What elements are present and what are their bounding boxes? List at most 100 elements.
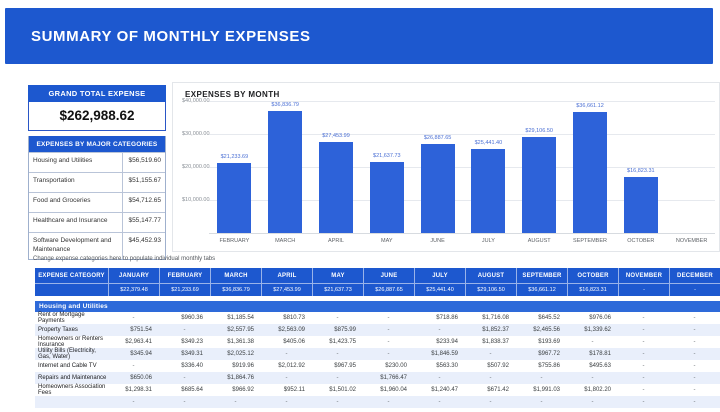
month-header-march[interactable]: MARCH — [210, 268, 261, 283]
month-header-september[interactable]: SEPTEMBER — [516, 268, 567, 283]
table-cell[interactable]: $1,852.37 — [482, 327, 509, 333]
table-cell[interactable]: $1,298.31 — [125, 387, 152, 393]
table-cell[interactable]: - — [132, 315, 135, 321]
row-category-label[interactable]: Homeowners Association Fees — [38, 384, 106, 396]
table-cell[interactable]: $976.06 — [589, 315, 611, 321]
table-cell[interactable]: - — [540, 375, 543, 381]
table-cell[interactable]: - — [693, 375, 696, 381]
table-cell[interactable]: - — [132, 399, 135, 405]
table-cell[interactable]: - — [285, 375, 288, 381]
row-category-label[interactable] — [35, 396, 108, 408]
month-header-august[interactable]: AUGUST — [465, 268, 516, 283]
month-total-cell[interactable]: $25,441.40 — [414, 283, 465, 296]
table-cell[interactable]: $2,012.92 — [278, 363, 305, 369]
table-cell[interactable]: - — [132, 363, 135, 369]
table-cell[interactable]: - — [642, 387, 645, 393]
table-cell[interactable]: - — [336, 375, 339, 381]
month-total-cell[interactable]: $36,661.12 — [516, 283, 567, 296]
chart-bar-may[interactable] — [369, 161, 404, 233]
table-cell[interactable]: $495.63 — [589, 363, 611, 369]
table-cell[interactable]: $345.94 — [130, 351, 152, 357]
table-cell[interactable]: - — [387, 327, 390, 333]
table-cell[interactable]: - — [336, 399, 339, 405]
table-cell[interactable]: $919.96 — [232, 363, 254, 369]
table-cell[interactable]: - — [693, 363, 696, 369]
chart-bar-july[interactable] — [471, 149, 506, 233]
table-cell[interactable]: - — [642, 351, 645, 357]
table-cell[interactable]: $1,838.37 — [482, 339, 509, 345]
table-cell[interactable]: - — [387, 315, 390, 321]
table-cell[interactable]: - — [387, 399, 390, 405]
table-cell[interactable]: $671.42 — [487, 387, 509, 393]
table-cell[interactable]: $2,465.56 — [533, 327, 560, 333]
row-category-label[interactable]: Utility Bills (Electricity, Gas, Water) — [38, 348, 96, 360]
table-cell[interactable]: $967.72 — [538, 351, 560, 357]
table-cell[interactable]: $650.06 — [130, 375, 152, 381]
chart-bar-august[interactable] — [522, 136, 557, 233]
month-header-december[interactable]: DECEMBER — [669, 268, 720, 283]
table-cell[interactable]: $810.73 — [283, 315, 305, 321]
table-cell[interactable]: $718.86 — [436, 315, 458, 321]
month-total-cell[interactable]: $26,887.65 — [363, 283, 414, 296]
chart-bar-february[interactable] — [217, 162, 252, 233]
table-cell[interactable]: $2,025.12 — [227, 351, 254, 357]
table-cell[interactable]: $960.36 — [181, 315, 203, 321]
month-total-cell[interactable]: $36,836.79 — [210, 283, 261, 296]
chart-bar-june[interactable] — [420, 144, 455, 233]
month-header-june[interactable]: JUNE — [363, 268, 414, 283]
table-cell[interactable]: - — [642, 327, 645, 333]
category-row[interactable]: Healthcare and Insurance $55,147.77 — [29, 212, 165, 232]
month-total-cell[interactable]: $21,637.73 — [312, 283, 363, 296]
table-cell[interactable]: - — [591, 339, 594, 345]
month-total-cell[interactable]: $22,379.48 — [108, 283, 159, 296]
category-row[interactable]: Housing and Utilities $56,519.60 — [29, 152, 165, 172]
table-cell[interactable]: - — [642, 399, 645, 405]
table-cell[interactable]: - — [693, 351, 696, 357]
row-category-label[interactable]: Homeowners or Renters Insurance — [38, 336, 104, 348]
table-cell[interactable]: $2,963.41 — [125, 339, 152, 345]
table-cell[interactable]: $563.30 — [436, 363, 458, 369]
table-cell[interactable]: - — [438, 327, 441, 333]
table-cell[interactable]: - — [183, 399, 186, 405]
table-cell[interactable]: $751.54 — [130, 327, 152, 333]
table-cell[interactable]: $1,716.08 — [482, 315, 509, 321]
month-total-cell[interactable]: $27,453.99 — [261, 283, 312, 296]
table-cell[interactable]: - — [693, 399, 696, 405]
table-cell[interactable]: - — [642, 315, 645, 321]
table-cell[interactable]: $1,802.20 — [584, 387, 611, 393]
chart-bar-october[interactable] — [623, 177, 658, 233]
table-cell[interactable]: $685.64 — [181, 387, 203, 393]
table-cell[interactable]: $1,960.04 — [380, 387, 407, 393]
table-cell[interactable]: - — [234, 399, 237, 405]
table-cell[interactable]: - — [336, 315, 339, 321]
table-cell[interactable]: $1,864.76 — [227, 375, 254, 381]
table-cell[interactable]: - — [285, 399, 288, 405]
table-cell[interactable]: $966.92 — [232, 387, 254, 393]
table-cell[interactable]: - — [693, 339, 696, 345]
table-cell[interactable]: $1,240.47 — [431, 387, 458, 393]
table-cell[interactable]: - — [183, 327, 186, 333]
month-total-cell[interactable]: $29,106.50 — [465, 283, 516, 296]
table-cell[interactable]: - — [591, 375, 594, 381]
row-category-label[interactable]: Property Taxes — [38, 327, 78, 333]
table-cell[interactable]: $405.06 — [283, 339, 305, 345]
category-row[interactable]: Food and Groceries $54,712.65 — [29, 192, 165, 212]
month-total-cell[interactable]: $21,233.69 — [159, 283, 210, 296]
table-cell[interactable]: $507.92 — [487, 363, 509, 369]
month-header-april[interactable]: APRIL — [261, 268, 312, 283]
table-cell[interactable]: $1,361.38 — [227, 339, 254, 345]
table-cell[interactable]: $755.86 — [538, 363, 560, 369]
table-cell[interactable]: $233.94 — [436, 339, 458, 345]
table-cell[interactable]: - — [693, 327, 696, 333]
category-row[interactable]: Software Development and Maintenance $45,… — [29, 232, 165, 259]
grand-total-value[interactable]: $262,988.62 — [28, 102, 166, 131]
table-cell[interactable]: - — [183, 375, 186, 381]
table-cell[interactable]: $336.40 — [181, 363, 203, 369]
table-cell[interactable]: $1,846.59 — [431, 351, 458, 357]
table-cell[interactable]: $230.00 — [385, 363, 407, 369]
table-cell[interactable]: - — [642, 363, 645, 369]
table-cell[interactable]: - — [642, 339, 645, 345]
table-cell[interactable]: $967.95 — [334, 363, 356, 369]
table-cell[interactable]: $349.31 — [181, 351, 203, 357]
table-cell[interactable]: $178.81 — [589, 351, 611, 357]
